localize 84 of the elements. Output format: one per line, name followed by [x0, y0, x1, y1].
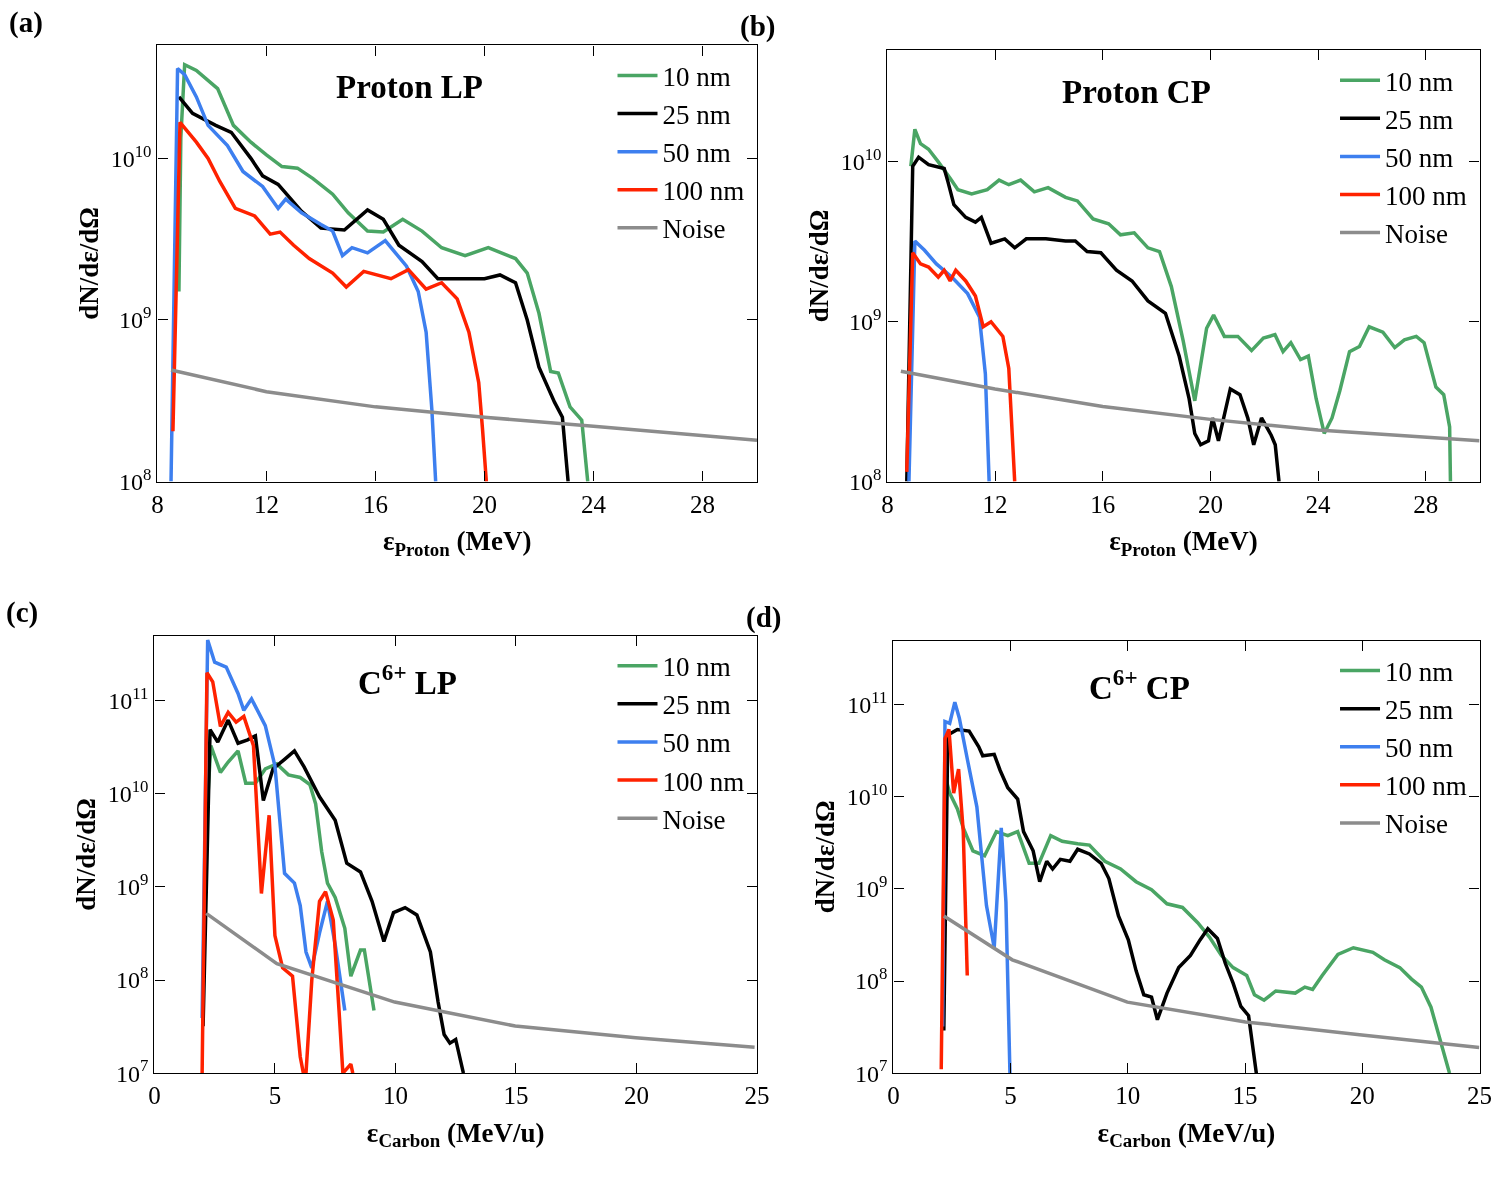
text: (d) — [746, 601, 782, 634]
y-tick-label: 10$^{10}$ — [840, 145, 882, 176]
x-tick-label: 5 — [1004, 1082, 1017, 1110]
y-tick-label: 10$^{9}$ — [855, 872, 888, 903]
x-tick-label: 16 — [1090, 490, 1116, 518]
legend-label: 100 nm — [662, 176, 745, 207]
text: (b) — [740, 10, 776, 43]
y-axis-title: dN/dε/dΩ — [803, 209, 834, 323]
x-tick-label: 24 — [580, 490, 607, 518]
text: Proton CP — [1062, 74, 1211, 110]
line-series — [905, 251, 1017, 482]
legend-label: 10 nm — [662, 61, 731, 92]
y-axis-title: dN/dε/dΩ — [809, 800, 840, 914]
line-series — [204, 911, 757, 1049]
y-tick-label: 10$^{7}$ — [116, 1056, 149, 1087]
y-tick-label: 10$^{8}$ — [119, 464, 152, 495]
x-tick-label: 10 — [382, 1082, 408, 1110]
legend-label: 100 nm — [1385, 181, 1467, 212]
x-tick-label: 12 — [982, 490, 1008, 518]
x-tick-label: 15 — [1232, 1082, 1258, 1110]
x-tick-label: 20 — [471, 490, 497, 518]
x-tick-label: 10 — [1115, 1082, 1141, 1110]
x-tick-label: 0 — [148, 1082, 161, 1110]
y-tick-label: 10$^{9}$ — [849, 305, 882, 336]
legend-label: 10 nm — [1385, 657, 1454, 688]
x-tick-label: 5 — [268, 1082, 282, 1110]
legend-label: 50 nm — [662, 138, 731, 169]
legend-label: 100 nm — [662, 766, 745, 797]
legend-label: 50 nm — [1385, 142, 1454, 173]
x-tick-label: 15 — [503, 1082, 529, 1110]
y-tick-label: 10$^{10}$ — [107, 777, 149, 808]
x-tick-label: 25 — [744, 1082, 770, 1110]
x-tick-label: 25 — [1467, 1082, 1493, 1110]
x-axis-title: ε$_{Carbon}$ (MeV/u) — [1097, 1117, 1276, 1152]
legend-label: 25 nm — [662, 100, 731, 131]
legend-label: 10 nm — [662, 652, 731, 683]
legend-label: 25 nm — [662, 690, 731, 721]
x-axis-title: ε$_{Carbon}$ (MeV/u) — [366, 1117, 545, 1152]
line-series — [939, 727, 969, 1072]
line-series — [171, 120, 489, 482]
x-tick-label: 8 — [881, 490, 894, 518]
legend-label: 50 nm — [662, 728, 731, 759]
x-tick-label: 20 — [623, 1082, 649, 1110]
y-tick-label: 10$^{11}$ — [847, 688, 888, 719]
y-axis-title: dN/dε/dΩ — [73, 207, 104, 320]
y-axis-title: dN/dε/dΩ — [70, 798, 101, 911]
y-tick-label: 10$^{11}$ — [108, 684, 149, 715]
line-series — [899, 369, 1480, 443]
y-tick-label: 10$^{7}$ — [855, 1056, 888, 1087]
legend-label: 25 nm — [1385, 104, 1454, 135]
y-tick-label: 10$^{8}$ — [855, 964, 888, 995]
y-tick-label: 10$^{8}$ — [849, 464, 882, 495]
legend-label: 100 nm — [1385, 771, 1467, 802]
x-tick-label: 12 — [253, 490, 279, 518]
x-tick-label: 28 — [689, 490, 715, 518]
y-tick-label: 10$^{9}$ — [119, 303, 152, 334]
x-axis-title: ε$_{Proton}$ (MeV) — [382, 526, 532, 560]
x-tick-label: 8 — [151, 490, 164, 518]
x-tick-label: 28 — [1413, 490, 1439, 518]
line-series — [200, 671, 355, 1074]
x-tick-label: 16 — [362, 490, 388, 518]
legend-label: Noise — [662, 804, 726, 835]
text: (a) — [9, 6, 43, 39]
text: C$^{6+}$ CP — [1089, 664, 1190, 706]
y-tick-label: 10$^{8}$ — [116, 963, 149, 994]
text: (c) — [6, 596, 39, 629]
x-tick-label: 0 — [887, 1082, 900, 1110]
x-tick-label: 20 — [1197, 490, 1223, 518]
x-tick-label: 24 — [1305, 490, 1332, 518]
legend-label: Noise — [1385, 809, 1449, 840]
legend-label: Noise — [1385, 219, 1449, 250]
y-tick-label: 10$^{9}$ — [116, 870, 149, 901]
legend-label: Noise — [662, 214, 726, 245]
line-series — [942, 914, 1480, 1050]
x-axis-title: ε$_{Proton}$ (MeV) — [1109, 526, 1258, 560]
legend-label: 25 nm — [1385, 695, 1454, 726]
y-tick-label: 10$^{10}$ — [846, 780, 888, 811]
legend-label: 50 nm — [1385, 733, 1454, 764]
y-tick-label: 10$^{10}$ — [110, 141, 152, 172]
text: C$^{6+}$ LP — [358, 659, 457, 701]
x-tick-label: 20 — [1349, 1082, 1375, 1110]
text: Proton LP — [336, 69, 483, 105]
line-series — [169, 368, 757, 443]
legend-label: 10 nm — [1385, 66, 1454, 97]
